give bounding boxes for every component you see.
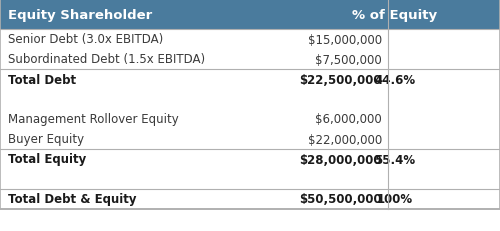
Text: 100%: 100%: [377, 193, 413, 206]
Text: $22,500,000: $22,500,000: [300, 73, 382, 86]
Text: $22,000,000: $22,000,000: [308, 133, 382, 146]
Text: $7,500,000: $7,500,000: [316, 53, 382, 66]
Text: Subordinated Debt (1.5x EBITDA): Subordinated Debt (1.5x EBITDA): [8, 53, 205, 66]
Text: Total Debt & Equity: Total Debt & Equity: [8, 193, 136, 206]
Text: Senior Debt (3.0x EBITDA): Senior Debt (3.0x EBITDA): [8, 33, 163, 46]
Text: $28,000,000: $28,000,000: [300, 153, 382, 166]
Text: % of Equity: % of Equity: [352, 9, 438, 21]
Text: $15,000,000: $15,000,000: [308, 33, 382, 46]
Text: Equity Shareholder: Equity Shareholder: [8, 9, 152, 21]
Text: 44.6%: 44.6%: [374, 73, 416, 86]
Text: Management Rollover Equity: Management Rollover Equity: [8, 113, 179, 126]
Text: Total Equity: Total Equity: [8, 153, 86, 166]
Text: $50,500,000: $50,500,000: [300, 193, 382, 206]
Text: $6,000,000: $6,000,000: [316, 113, 382, 126]
Bar: [0, 0, 500, 30]
Text: 55.4%: 55.4%: [374, 153, 416, 166]
Text: Total Debt: Total Debt: [8, 73, 76, 86]
Text: Buyer Equity: Buyer Equity: [8, 133, 84, 146]
